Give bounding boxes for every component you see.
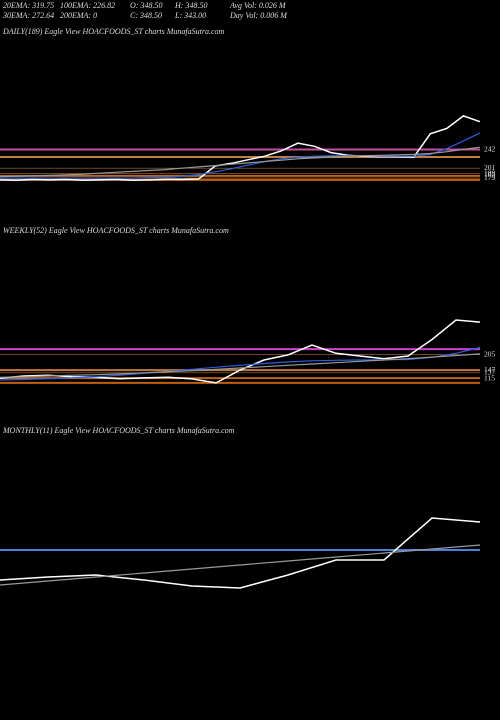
header-stat: 30EMA: 272.64: [2, 11, 54, 20]
price-line: [0, 115, 481, 182]
y-tick-label: 137: [484, 368, 496, 377]
header-stat: L: 343.00: [174, 11, 206, 20]
price-line: [0, 517, 481, 589]
price-line: [0, 146, 481, 178]
y-tick-label: 179: [484, 173, 496, 182]
header-stat: 20EMA: 319.75: [3, 1, 54, 10]
y-tick-label: 189: [484, 168, 496, 177]
panel-title: DAILY(189) Eagle View HOACFOODS_ST chart…: [2, 27, 225, 36]
header-stat: 200EMA: 0: [60, 11, 97, 20]
header-stat: C: 348.50: [130, 11, 162, 20]
header-stat: O: 348.50: [130, 1, 162, 10]
y-tick-label: 201: [484, 163, 496, 172]
panel-title: MONTHLY(11) Eagle View HOACFOODS_ST char…: [2, 426, 235, 435]
y-tick-label: 147: [484, 365, 496, 374]
header-stat: Avg Vol: 0.026 M: [229, 1, 287, 10]
y-tick-label: 185: [484, 170, 496, 179]
price-line: [0, 353, 481, 378]
panel-title: WEEKLY(52) Eagle View HOACFOODS_ST chart…: [3, 226, 229, 235]
y-tick-label: 242: [484, 145, 496, 154]
price-line: [0, 544, 481, 586]
header-stat: H: 348.50: [174, 1, 207, 10]
y-tick-label: 115: [484, 373, 495, 382]
header-stat: Day Vol: 0.006 M: [229, 11, 288, 20]
header-stat: 100EMA: 226.82: [60, 1, 115, 10]
price-line: [0, 319, 481, 384]
y-tick-label: 205: [484, 349, 496, 358]
price-line: [0, 132, 481, 179]
